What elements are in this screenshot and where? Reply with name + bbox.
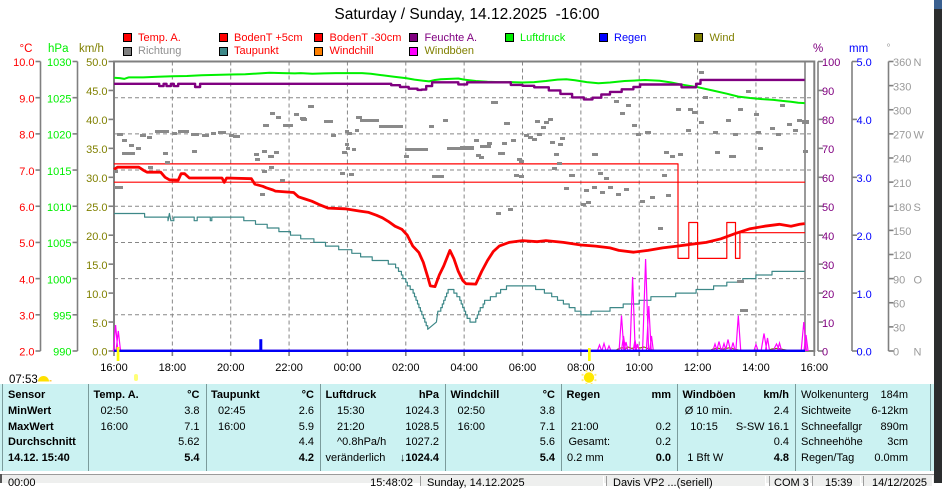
svg-text:300: 300 bbox=[893, 106, 911, 118]
svg-text:16:00: 16:00 bbox=[801, 362, 829, 374]
svg-text:20:00: 20:00 bbox=[217, 362, 245, 374]
svg-text:5.0: 5.0 bbox=[857, 57, 872, 69]
svg-text:50: 50 bbox=[822, 202, 834, 214]
svg-text:10:00: 10:00 bbox=[625, 362, 653, 374]
svg-text:14:00: 14:00 bbox=[742, 362, 770, 374]
svg-text:180: 180 bbox=[893, 202, 911, 214]
svg-text:360: 360 bbox=[893, 57, 911, 69]
svg-text:210: 210 bbox=[893, 178, 911, 190]
svg-text:8.0: 8.0 bbox=[19, 130, 34, 142]
svg-text:0.0: 0.0 bbox=[857, 347, 872, 359]
svg-text:1030: 1030 bbox=[47, 57, 71, 69]
svg-text:1000: 1000 bbox=[47, 274, 71, 286]
svg-text:70: 70 bbox=[822, 144, 834, 156]
svg-text:1015: 1015 bbox=[47, 166, 71, 178]
svg-text:1.0: 1.0 bbox=[857, 289, 872, 301]
svg-text:4.0: 4.0 bbox=[857, 115, 872, 127]
svg-text:0: 0 bbox=[893, 347, 899, 359]
svg-text:N: N bbox=[914, 347, 922, 359]
svg-text:2.0: 2.0 bbox=[19, 347, 34, 359]
svg-text:30: 30 bbox=[822, 260, 834, 272]
svg-text:10: 10 bbox=[822, 318, 834, 330]
svg-text:995: 995 bbox=[53, 311, 71, 323]
svg-text:5.0: 5.0 bbox=[19, 238, 34, 250]
svg-text:0.0: 0.0 bbox=[92, 347, 107, 359]
svg-text:9.0: 9.0 bbox=[19, 93, 34, 105]
svg-text:1005: 1005 bbox=[47, 238, 71, 250]
svg-text:1010: 1010 bbox=[47, 202, 71, 214]
svg-text:08:00: 08:00 bbox=[567, 362, 595, 374]
svg-text:2.0: 2.0 bbox=[857, 231, 872, 243]
svg-text:7.0: 7.0 bbox=[19, 166, 34, 178]
svg-text:1020: 1020 bbox=[47, 130, 71, 142]
svg-text:10.0: 10.0 bbox=[86, 289, 107, 301]
svg-text:S: S bbox=[914, 202, 921, 214]
svg-text:16:00: 16:00 bbox=[100, 362, 128, 374]
svg-text:25.0: 25.0 bbox=[86, 202, 107, 214]
svg-text:35.0: 35.0 bbox=[86, 144, 107, 156]
svg-text:3.0: 3.0 bbox=[19, 311, 34, 323]
svg-text:20.0: 20.0 bbox=[86, 231, 107, 243]
svg-text:3.0: 3.0 bbox=[857, 173, 872, 185]
svg-text:02:00: 02:00 bbox=[392, 362, 420, 374]
svg-text:4.0: 4.0 bbox=[19, 274, 34, 286]
svg-text:90: 90 bbox=[893, 274, 905, 286]
svg-text:20: 20 bbox=[822, 289, 834, 301]
svg-text:45.0: 45.0 bbox=[86, 86, 107, 98]
svg-text:N: N bbox=[914, 57, 922, 69]
svg-text:O: O bbox=[914, 274, 923, 286]
svg-text:990: 990 bbox=[53, 347, 71, 359]
svg-text:30.0: 30.0 bbox=[86, 173, 107, 185]
svg-text:0: 0 bbox=[822, 347, 828, 359]
svg-text:04:00: 04:00 bbox=[450, 362, 478, 374]
svg-text:15.0: 15.0 bbox=[86, 260, 107, 272]
svg-text:240: 240 bbox=[893, 154, 911, 166]
svg-text:5.0: 5.0 bbox=[92, 318, 107, 330]
svg-text:50.0: 50.0 bbox=[86, 57, 107, 69]
svg-text:1025: 1025 bbox=[47, 93, 71, 105]
svg-text:120: 120 bbox=[893, 250, 911, 262]
svg-text:10.0: 10.0 bbox=[13, 57, 34, 69]
svg-text:270: 270 bbox=[893, 130, 911, 142]
svg-text:22:00: 22:00 bbox=[275, 362, 303, 374]
svg-text:6.0: 6.0 bbox=[19, 202, 34, 214]
svg-text:60: 60 bbox=[893, 298, 905, 310]
svg-text:18:00: 18:00 bbox=[159, 362, 187, 374]
svg-text:150: 150 bbox=[893, 226, 911, 238]
svg-text:100: 100 bbox=[822, 57, 840, 69]
svg-text:40: 40 bbox=[822, 231, 834, 243]
svg-text:90: 90 bbox=[822, 86, 834, 98]
svg-text:60: 60 bbox=[822, 173, 834, 185]
svg-text:00:00: 00:00 bbox=[334, 362, 362, 374]
svg-text:06:00: 06:00 bbox=[509, 362, 537, 374]
svg-text:80: 80 bbox=[822, 115, 834, 127]
svg-text:30: 30 bbox=[893, 323, 905, 335]
svg-text:W: W bbox=[914, 130, 925, 142]
svg-text:40.0: 40.0 bbox=[86, 115, 107, 127]
svg-text:330: 330 bbox=[893, 81, 911, 93]
svg-text:12:00: 12:00 bbox=[684, 362, 712, 374]
